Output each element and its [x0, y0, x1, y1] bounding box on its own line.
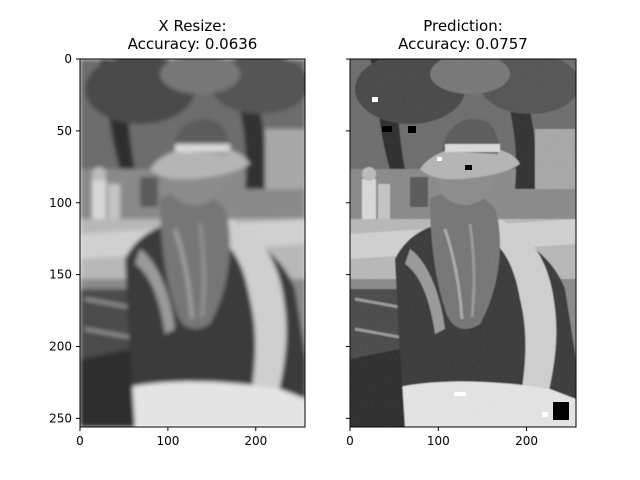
- left-y-tick-label: 0: [64, 52, 72, 66]
- prediction-artifacts: [372, 97, 569, 420]
- left-y-tick-label: 250: [49, 411, 72, 425]
- right-x-tick-label: 200: [515, 434, 538, 448]
- left-y-tick-label: 100: [49, 196, 72, 210]
- left-panel-title-line2: Accuracy: 0.0636: [128, 35, 258, 53]
- left-axes-frame: [79, 58, 306, 428]
- right-x-tick-label: 0: [346, 434, 354, 448]
- right-panel-image: [350, 59, 576, 427]
- left-y-tick-label: 50: [57, 124, 72, 138]
- left-x-tick-label: 200: [244, 434, 267, 448]
- left-y-tick-label: 200: [49, 340, 72, 354]
- right-x-tick-label: 100: [427, 434, 450, 448]
- right-axes-frame: [349, 58, 577, 428]
- left-y-tick-label: 150: [49, 268, 72, 282]
- left-x-tick-label: 0: [76, 434, 84, 448]
- left-panel-title-line1: X Resize:: [158, 17, 226, 35]
- right-panel-title-line2: Accuracy: 0.0757: [398, 35, 528, 53]
- axis-ticks: 0 100 200 0 50 100 150 200 250 0 100 200: [49, 52, 538, 448]
- left-panel-image: [80, 59, 305, 427]
- left-x-tick-label: 100: [156, 434, 179, 448]
- right-panel-title-line1: Prediction:: [423, 17, 503, 35]
